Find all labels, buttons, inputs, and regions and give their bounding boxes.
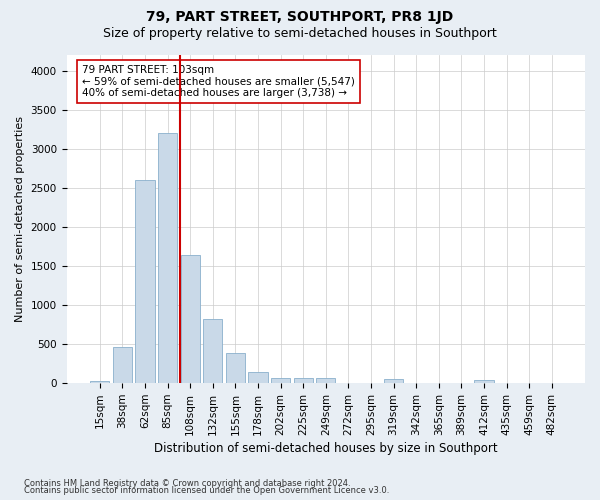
Bar [90,381,109,383]
Bar [203,319,223,383]
Bar [113,348,132,383]
Text: Contains public sector information licensed under the Open Government Licence v3: Contains public sector information licen… [24,486,389,495]
Bar [384,380,403,383]
Bar [181,255,200,383]
Y-axis label: Number of semi-detached properties: Number of semi-detached properties [15,116,25,322]
Text: Contains HM Land Registry data © Crown copyright and database right 2024.: Contains HM Land Registry data © Crown c… [24,478,350,488]
Text: 79, PART STREET, SOUTHPORT, PR8 1JD: 79, PART STREET, SOUTHPORT, PR8 1JD [146,10,454,24]
Bar [271,378,290,383]
Bar [248,372,268,383]
Bar [158,133,177,383]
Text: Size of property relative to semi-detached houses in Southport: Size of property relative to semi-detach… [103,28,497,40]
Bar [226,352,245,383]
Bar [316,378,335,383]
Text: 79 PART STREET: 103sqm
← 59% of semi-detached houses are smaller (5,547)
40% of : 79 PART STREET: 103sqm ← 59% of semi-det… [82,65,355,98]
Bar [136,180,155,383]
Bar [475,380,494,383]
X-axis label: Distribution of semi-detached houses by size in Southport: Distribution of semi-detached houses by … [154,442,497,455]
Bar [293,378,313,383]
